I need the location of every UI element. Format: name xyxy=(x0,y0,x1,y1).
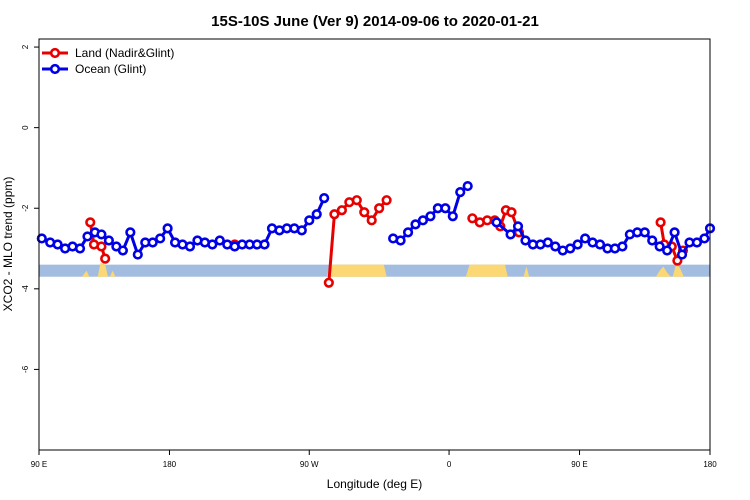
data-point-ocean xyxy=(550,241,561,252)
y-tick-label: -4 xyxy=(21,285,30,293)
data-point-land xyxy=(374,203,385,214)
legend-label-ocean: Ocean (Glint) xyxy=(75,62,146,76)
data-point-ocean xyxy=(395,235,406,246)
surface-land-region xyxy=(97,262,108,277)
x-tick-label: 90 W xyxy=(300,460,319,469)
data-point-ocean xyxy=(304,215,315,226)
data-point-ocean xyxy=(691,237,703,248)
data-point-ocean xyxy=(647,235,658,246)
data-point-ocean xyxy=(214,235,225,246)
x-tick-label: 180 xyxy=(703,460,717,469)
surface-land-region xyxy=(326,264,387,277)
surface-land-region xyxy=(81,270,90,277)
y-axis-label: XCO2 - MLO trend (ppm) xyxy=(1,177,15,312)
series-ocean xyxy=(36,180,716,260)
legend-label-land: Land (Nadir&Glint) xyxy=(75,46,174,60)
data-point-land xyxy=(655,217,666,228)
data-point-ocean xyxy=(147,237,158,248)
data-point-ocean xyxy=(505,229,516,240)
legend-item-ocean: Ocean (Glint) xyxy=(42,62,146,76)
y-tick-label: 0 xyxy=(21,125,30,130)
data-point-ocean xyxy=(491,217,502,228)
data-point-ocean xyxy=(410,219,421,230)
data-point-land xyxy=(323,277,334,288)
data-point-ocean xyxy=(542,237,553,248)
data-point-land xyxy=(506,207,517,218)
data-point-ocean xyxy=(512,221,524,232)
data-point-land xyxy=(366,215,377,226)
data-point-ocean xyxy=(96,229,107,240)
y-tick-label: 2 xyxy=(21,44,30,49)
data-point-land xyxy=(351,195,362,206)
data-point-ocean xyxy=(74,243,86,254)
data-point-ocean xyxy=(259,239,270,250)
data-point-ocean xyxy=(447,211,458,222)
data-point-ocean xyxy=(617,241,628,252)
data-point-ocean xyxy=(125,227,136,238)
data-point-ocean xyxy=(103,235,114,246)
x-axis: 90 E 180 90 W 0 90 E 180 xyxy=(31,450,717,469)
y-tick-label: -2 xyxy=(21,204,30,212)
data-point-ocean xyxy=(319,193,330,204)
data-point-land xyxy=(467,213,478,224)
data-point-ocean xyxy=(462,180,473,192)
x-tick-label: 90 E xyxy=(31,460,47,469)
data-point-ocean xyxy=(117,245,128,256)
x-axis-label: Longitude (deg E) xyxy=(327,477,422,491)
data-point-ocean xyxy=(296,225,307,236)
surface-land-region xyxy=(672,262,684,277)
data-point-ocean xyxy=(565,243,576,254)
surface-land-region xyxy=(523,266,530,277)
data-point-land xyxy=(359,207,370,218)
legend-marker-land xyxy=(49,47,61,59)
data-point-ocean xyxy=(52,239,63,250)
x-tick-label: 90 E xyxy=(571,460,587,469)
data-point-ocean xyxy=(669,227,680,238)
data-point-ocean xyxy=(639,227,650,238)
data-point-ocean xyxy=(594,239,606,250)
surface-bar xyxy=(39,262,710,277)
legend-marker-ocean xyxy=(49,63,61,75)
y-tick-label: -6 xyxy=(21,365,30,373)
surface-land-region xyxy=(465,264,508,277)
data-point-land xyxy=(336,205,347,216)
y-axis: 2 0 -2 -4 -6 xyxy=(21,44,39,373)
plot-frame xyxy=(38,38,711,451)
data-point-ocean xyxy=(440,203,451,214)
x-tick-label: 0 xyxy=(447,460,452,469)
data-point-land xyxy=(100,253,111,264)
data-point-ocean xyxy=(207,239,218,250)
data-point-ocean xyxy=(155,233,166,244)
data-point-ocean xyxy=(36,233,47,244)
data-point-ocean xyxy=(699,233,710,244)
data-point-ocean xyxy=(162,223,173,234)
data-point-ocean xyxy=(184,241,196,252)
data-point-land xyxy=(96,241,107,252)
data-point-land xyxy=(381,195,392,206)
data-point-ocean xyxy=(455,187,466,198)
legend: Land (Nadir&Glint) Ocean (Glint) xyxy=(42,46,174,76)
data-point-land xyxy=(329,209,340,220)
data-point-ocean xyxy=(311,209,322,220)
data-point-ocean xyxy=(82,231,93,242)
data-point-ocean xyxy=(402,227,414,238)
data-point-ocean xyxy=(572,239,583,250)
data-point-ocean xyxy=(520,235,531,246)
data-point-ocean xyxy=(417,215,429,226)
data-point-ocean xyxy=(580,233,591,244)
data-point-ocean xyxy=(425,211,436,222)
data-point-ocean xyxy=(654,241,665,252)
chart-title: 15S-10S June (Ver 9) 2014-09-06 to 2020-… xyxy=(211,13,539,30)
data-point-ocean xyxy=(676,249,688,260)
data-point-ocean xyxy=(662,245,673,256)
data-point-land xyxy=(85,217,96,228)
surface-land-region xyxy=(109,270,116,277)
x-tick-label: 180 xyxy=(163,460,177,469)
legend-item-land: Land (Nadir&Glint) xyxy=(42,46,174,60)
surface-land-region xyxy=(655,266,671,277)
series-layer xyxy=(36,180,716,288)
data-point-ocean xyxy=(132,249,143,260)
